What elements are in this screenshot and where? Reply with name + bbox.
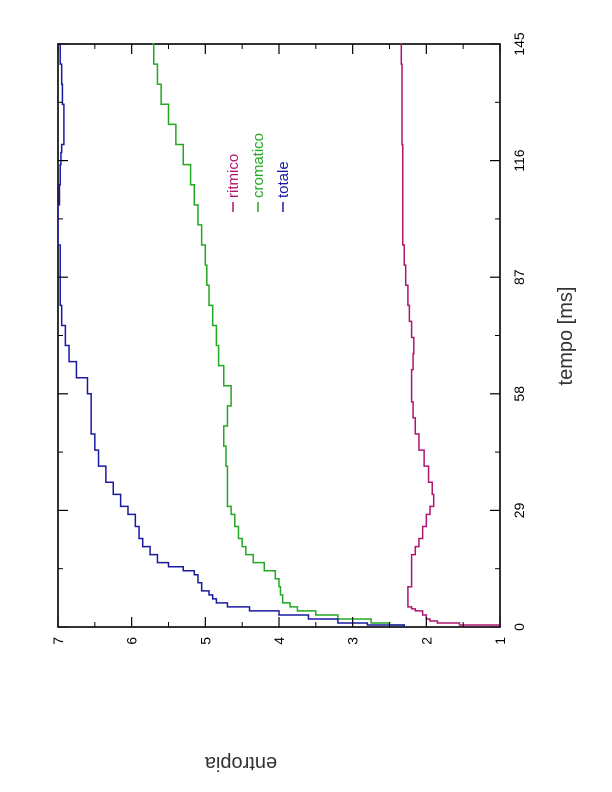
legend: ritmico cromatico totale bbox=[225, 133, 292, 212]
plot-frame bbox=[57, 43, 501, 628]
legend-label-totale: totale bbox=[275, 161, 292, 198]
y-tick-label: 4 bbox=[271, 637, 287, 645]
series-line-cromatico bbox=[152, 43, 405, 627]
series-line-ritmico bbox=[400, 43, 501, 627]
legend-label-ritmico: ritmico bbox=[225, 154, 242, 198]
x-tick-label: 58 bbox=[511, 386, 527, 402]
y-tick-label: 7 bbox=[50, 637, 66, 645]
y-axis-title: entropia bbox=[204, 752, 277, 774]
y-tick-label: 5 bbox=[197, 637, 213, 645]
x-tick-label: 116 bbox=[511, 149, 527, 172]
y-tick-label: 3 bbox=[345, 637, 361, 645]
series-line-totale bbox=[57, 44, 405, 627]
y-tick-label: 2 bbox=[418, 637, 434, 645]
rotated-plot-group: 0 29 58 87 116 145 1 2 3 4 5 6 7 ritmico cromatico tot… bbox=[50, 32, 577, 645]
x-axis-title: tempo [ms] bbox=[555, 287, 577, 386]
legend-label-cromatico: cromatico bbox=[250, 133, 267, 198]
y-tick-label: 6 bbox=[124, 637, 140, 645]
y-tick-label: 1 bbox=[492, 637, 508, 645]
x-tick-label: 0 bbox=[511, 623, 527, 631]
tick-layer: 0 29 58 87 116 145 1 2 3 4 5 6 7 bbox=[50, 32, 527, 645]
series-layer bbox=[57, 43, 501, 627]
x-tick-label: 87 bbox=[511, 269, 527, 285]
x-tick-label: 29 bbox=[511, 502, 527, 518]
x-tick-label: 145 bbox=[511, 32, 527, 56]
